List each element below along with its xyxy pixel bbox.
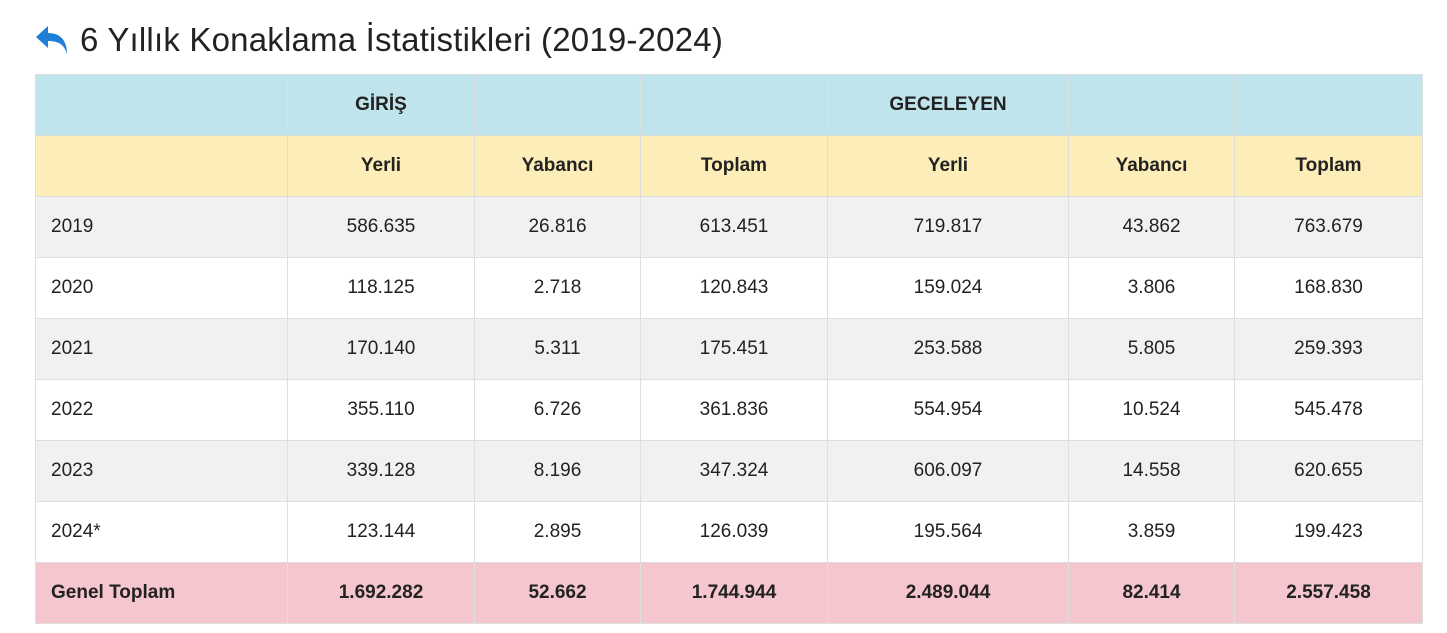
table-cell: 126.039 [640,501,828,563]
table-cell: 545.478 [1234,379,1423,441]
column-header: Toplam [1234,135,1423,197]
table-cell: 14.558 [1068,440,1235,502]
group-header-cell [1234,74,1423,136]
table-cell: 554.954 [827,379,1069,441]
year-cell: 2024* [35,501,288,563]
year-cell: 2023 [35,440,288,502]
table-cell: 620.655 [1234,440,1423,502]
column-header: Yabancı [1068,135,1235,197]
total-cell: 1.692.282 [287,562,475,624]
table-cell: 120.843 [640,257,828,319]
table-cell: 2.718 [474,257,641,319]
year-cell: 2022 [35,379,288,441]
table-cell: 259.393 [1234,318,1423,380]
table-cell: 5.805 [1068,318,1235,380]
table-cell: 170.140 [287,318,475,380]
year-cell: 2020 [35,257,288,319]
year-cell: 2019 [35,196,288,258]
table-cell: 339.128 [287,440,475,502]
group-header-cell [474,74,641,136]
table-cell: 763.679 [1234,196,1423,258]
table-row: 2019 586.635 26.816 613.451 719.817 43.8… [35,196,1423,258]
table-cell: 3.806 [1068,257,1235,319]
table-cell: 43.862 [1068,196,1235,258]
table-cell: 195.564 [827,501,1069,563]
table-cell: 159.024 [827,257,1069,319]
group-header-cell [35,74,288,136]
group-header-cell [640,74,828,136]
total-cell: 1.744.944 [640,562,828,624]
table-cell: 26.816 [474,196,641,258]
table-cell: 253.588 [827,318,1069,380]
column-header: Yabancı [474,135,641,197]
table-cell: 613.451 [640,196,828,258]
title-row: 6 Yıllık Konaklama İstatistikleri (2019-… [34,20,723,60]
column-header [35,135,288,197]
table-cell: 118.125 [287,257,475,319]
table-cell: 6.726 [474,379,641,441]
table-cell: 355.110 [287,379,475,441]
table-cell: 8.196 [474,440,641,502]
table-cell: 10.524 [1068,379,1235,441]
group-header-cell [1068,74,1235,136]
total-row: Genel Toplam 1.692.282 52.662 1.744.944 … [35,562,1423,624]
column-header: Yerli [827,135,1069,197]
table-cell: 606.097 [827,440,1069,502]
accommodation-stats-table: GİRİŞ GECELEYEN Yerli Yabancı Toplam Yer… [35,74,1423,624]
column-header: Toplam [640,135,828,197]
group-header-row: GİRİŞ GECELEYEN [35,74,1423,136]
total-cell: 2.557.458 [1234,562,1423,624]
table-cell: 586.635 [287,196,475,258]
table-cell: 5.311 [474,318,641,380]
table-row: 2020 118.125 2.718 120.843 159.024 3.806… [35,257,1423,319]
table-row: 2021 170.140 5.311 175.451 253.588 5.805… [35,318,1423,380]
table-cell: 168.830 [1234,257,1423,319]
total-cell: 52.662 [474,562,641,624]
group-header-giris: GİRİŞ [287,74,475,136]
table-cell: 719.817 [827,196,1069,258]
table-cell: 199.423 [1234,501,1423,563]
total-cell: 2.489.044 [827,562,1069,624]
total-label: Genel Toplam [35,562,288,624]
reply-arrow-icon[interactable] [34,23,72,57]
table-row: 2024* 123.144 2.895 126.039 195.564 3.85… [35,501,1423,563]
page-title: 6 Yıllık Konaklama İstatistikleri (2019-… [80,21,724,58]
table-row: 2022 355.110 6.726 361.836 554.954 10.52… [35,379,1423,441]
table-cell: 347.324 [640,440,828,502]
column-header: Yerli [287,135,475,197]
table-cell: 123.144 [287,501,475,563]
group-header-geceleyen: GECELEYEN [827,74,1069,136]
table-cell: 175.451 [640,318,828,380]
table-cell: 361.836 [640,379,828,441]
year-cell: 2021 [35,318,288,380]
table-cell: 2.895 [474,501,641,563]
table-row: 2023 339.128 8.196 347.324 606.097 14.55… [35,440,1423,502]
table-cell: 3.859 [1068,501,1235,563]
total-cell: 82.414 [1068,562,1235,624]
column-header-row: Yerli Yabancı Toplam Yerli Yabancı Topla… [35,135,1423,197]
